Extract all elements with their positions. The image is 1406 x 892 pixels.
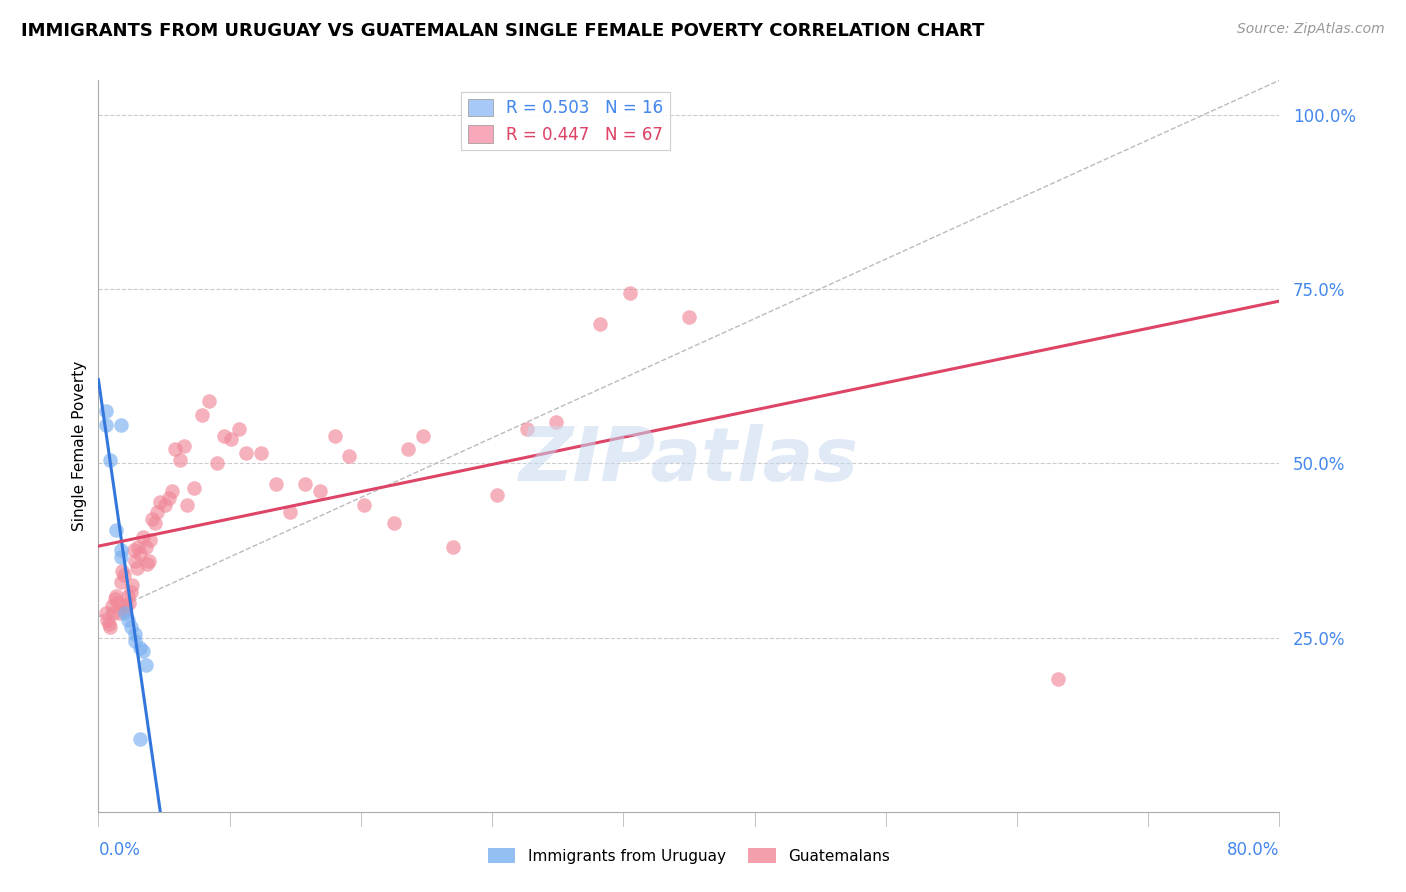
Point xyxy=(146,505,169,519)
Point xyxy=(117,613,139,627)
Text: 0.0%: 0.0% xyxy=(98,841,141,859)
Point xyxy=(309,484,332,499)
Point xyxy=(278,505,302,519)
Point xyxy=(128,731,150,746)
Point xyxy=(105,589,128,603)
Point xyxy=(250,446,273,460)
Point xyxy=(124,554,146,568)
Point xyxy=(219,432,243,446)
Point xyxy=(94,404,117,418)
Point xyxy=(132,530,155,544)
Text: ZIPatlas: ZIPatlas xyxy=(519,424,859,497)
Text: Source: ZipAtlas.com: Source: ZipAtlas.com xyxy=(1237,22,1385,37)
Point xyxy=(235,446,257,460)
Point xyxy=(139,533,162,547)
Point xyxy=(294,477,316,491)
Point xyxy=(128,640,150,655)
Point xyxy=(104,592,127,607)
Y-axis label: Single Female Poverty: Single Female Poverty xyxy=(72,361,87,531)
Point xyxy=(228,421,250,435)
Point xyxy=(198,393,221,408)
Point xyxy=(153,498,176,512)
Point xyxy=(486,488,509,502)
Point xyxy=(157,491,180,506)
Point xyxy=(110,418,132,433)
Point xyxy=(96,613,118,627)
Point xyxy=(212,428,235,442)
Point xyxy=(107,596,129,610)
Text: 80.0%: 80.0% xyxy=(1227,841,1279,859)
Point xyxy=(114,603,136,617)
Point xyxy=(112,567,135,582)
Point xyxy=(100,599,122,614)
Point xyxy=(382,516,405,530)
Point xyxy=(111,565,134,579)
Point xyxy=(105,523,128,537)
Point xyxy=(110,574,132,589)
Point xyxy=(124,627,146,641)
Point xyxy=(132,644,155,658)
Point xyxy=(110,543,132,558)
Point xyxy=(94,606,117,620)
Point xyxy=(110,550,132,565)
Point xyxy=(108,606,131,620)
Text: IMMIGRANTS FROM URUGUAY VS GUATEMALAN SINGLE FEMALE POVERTY CORRELATION CHART: IMMIGRANTS FROM URUGUAY VS GUATEMALAN SI… xyxy=(21,22,984,40)
Point xyxy=(103,606,125,620)
Point xyxy=(143,516,166,530)
Point xyxy=(128,547,150,561)
Point xyxy=(441,540,464,554)
Point xyxy=(396,442,419,457)
Point xyxy=(98,453,121,467)
Point xyxy=(205,457,228,471)
Point xyxy=(516,421,538,435)
Point xyxy=(120,620,142,634)
Point xyxy=(135,540,157,554)
Point xyxy=(114,606,136,620)
Point xyxy=(173,439,195,453)
Point xyxy=(117,589,139,603)
Point xyxy=(121,578,143,592)
Point xyxy=(546,415,568,429)
Point xyxy=(678,310,700,325)
Point xyxy=(94,418,117,433)
Point xyxy=(323,428,346,442)
Point xyxy=(1046,673,1069,687)
Point xyxy=(141,512,163,526)
Point xyxy=(169,453,191,467)
Point xyxy=(124,634,146,648)
Point xyxy=(118,596,141,610)
Legend: R = 0.503   N = 16, R = 0.447   N = 67: R = 0.503 N = 16, R = 0.447 N = 67 xyxy=(461,92,669,150)
Point xyxy=(353,498,375,512)
Point xyxy=(264,477,287,491)
Point xyxy=(136,558,159,572)
Point xyxy=(138,554,160,568)
Point xyxy=(115,599,138,614)
Point xyxy=(165,442,187,457)
Point xyxy=(122,543,145,558)
Point xyxy=(337,450,360,464)
Point xyxy=(127,540,149,554)
Point xyxy=(120,585,142,599)
Point xyxy=(97,616,120,631)
Point xyxy=(135,658,157,673)
Point xyxy=(183,481,205,495)
Point xyxy=(149,494,172,508)
Point xyxy=(589,317,612,331)
Point xyxy=(162,484,183,499)
Point xyxy=(98,620,121,634)
Point xyxy=(191,408,214,422)
Point xyxy=(176,498,198,512)
Point xyxy=(412,428,434,442)
Point xyxy=(125,561,148,575)
Point xyxy=(619,285,641,300)
